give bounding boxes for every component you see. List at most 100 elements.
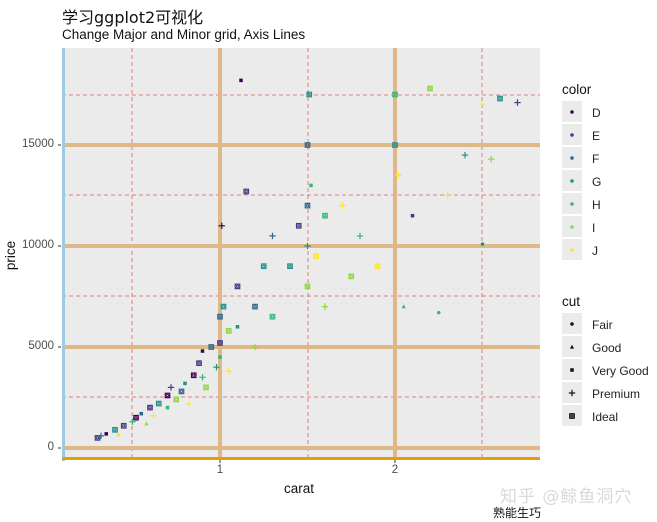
data-point bbox=[252, 303, 258, 310]
data-point bbox=[235, 325, 240, 329]
legend-color-item: J bbox=[562, 239, 601, 262]
legend-cut-title: cut bbox=[562, 294, 581, 309]
watermark: 知乎 @鲸鱼洞穴 bbox=[500, 487, 633, 507]
data-point bbox=[165, 405, 170, 410]
legend-color-label: E bbox=[592, 128, 601, 143]
data-point bbox=[269, 232, 276, 240]
y-axis-label: price bbox=[3, 240, 19, 271]
x-tick-1: 1 bbox=[216, 464, 224, 476]
data-point bbox=[251, 343, 259, 351]
legend-color-item: F bbox=[562, 147, 601, 170]
tick-marks bbox=[58, 144, 396, 463]
legend-color-label: H bbox=[592, 197, 601, 212]
data-point bbox=[225, 368, 232, 375]
minor-grid bbox=[62, 48, 540, 460]
data-point bbox=[480, 102, 485, 107]
data-point bbox=[356, 232, 364, 240]
data-point bbox=[164, 392, 171, 399]
legend-cut-item: Very Good bbox=[562, 359, 649, 382]
data-point bbox=[112, 426, 118, 433]
legend-cut-label: Premium bbox=[592, 386, 641, 401]
circle-icon bbox=[562, 124, 582, 145]
legend-cut-item: Premium bbox=[562, 382, 649, 405]
data-point bbox=[167, 384, 175, 391]
data-point bbox=[461, 151, 469, 159]
square-cross-icon bbox=[562, 405, 582, 426]
chart-title: 学习ggplot2可视化 bbox=[62, 8, 204, 27]
data-point bbox=[208, 344, 215, 350]
data-point bbox=[178, 388, 185, 395]
data-point bbox=[436, 310, 441, 315]
data-point bbox=[295, 222, 302, 229]
legend-cut-item: Fair bbox=[562, 313, 649, 336]
y-tick-5000: 5000 bbox=[28, 340, 54, 352]
watermark-sub: 熟能生巧 bbox=[493, 506, 542, 520]
data-point bbox=[514, 99, 521, 106]
data-point bbox=[196, 360, 202, 367]
data-point bbox=[94, 435, 101, 441]
data-point bbox=[260, 263, 267, 270]
circle-icon bbox=[562, 239, 582, 260]
legend-color-label: D bbox=[592, 105, 601, 120]
data-point bbox=[200, 349, 205, 353]
data-point bbox=[427, 85, 433, 92]
data-point bbox=[304, 242, 311, 250]
data-point bbox=[139, 411, 144, 416]
data-point bbox=[199, 374, 206, 381]
data-point bbox=[120, 422, 127, 429]
legend-color-title: color bbox=[562, 82, 592, 97]
data-point bbox=[269, 313, 276, 320]
data-point bbox=[243, 188, 250, 195]
data-point bbox=[225, 328, 232, 334]
legend-cut-label: Very Good bbox=[592, 363, 649, 378]
y-tick-15000: 15000 bbox=[22, 138, 54, 150]
legend-color-label: G bbox=[592, 174, 602, 189]
data-point bbox=[321, 303, 329, 310]
data-point bbox=[239, 78, 243, 83]
legend-cut-label: Good bbox=[592, 340, 622, 355]
data-point bbox=[488, 155, 495, 163]
data-point bbox=[309, 183, 313, 188]
data-point bbox=[401, 304, 406, 309]
data-point bbox=[395, 172, 402, 179]
major-grid bbox=[62, 48, 540, 460]
data-point bbox=[129, 418, 136, 425]
legend-color-item: D bbox=[562, 101, 601, 124]
data-point bbox=[150, 412, 157, 419]
x-tick-2: 2 bbox=[391, 464, 399, 476]
legend-cut-label: Fair bbox=[592, 317, 613, 332]
data-point bbox=[183, 381, 187, 386]
data-point bbox=[147, 404, 153, 411]
data-point bbox=[217, 340, 223, 346]
circle-icon bbox=[562, 147, 582, 168]
circle-icon bbox=[562, 313, 582, 334]
legend-cut-label: Ideal bbox=[592, 409, 619, 424]
data-point bbox=[104, 432, 109, 436]
triangle-icon bbox=[562, 336, 582, 357]
data-point bbox=[306, 91, 313, 98]
data-point bbox=[374, 263, 381, 270]
data-point bbox=[304, 202, 311, 209]
data-point bbox=[213, 364, 220, 371]
data-point bbox=[218, 355, 222, 359]
data-point bbox=[392, 142, 398, 148]
legend-color-label: I bbox=[592, 220, 596, 235]
y-tick-0: 0 bbox=[47, 441, 54, 453]
y-tick-10000: 10000 bbox=[22, 239, 54, 251]
data-point bbox=[497, 95, 503, 102]
data-point bbox=[480, 242, 485, 246]
data-point bbox=[116, 433, 121, 437]
data-point bbox=[304, 283, 311, 290]
chart-subtitle: Change Major and Minor grid, Axis Lines bbox=[62, 27, 306, 42]
data-point bbox=[348, 273, 355, 280]
data-point bbox=[410, 213, 415, 218]
data-point bbox=[186, 401, 191, 406]
plus-icon bbox=[562, 382, 582, 403]
legend-color-label: J bbox=[592, 243, 598, 258]
legend-color-item: G bbox=[562, 170, 601, 193]
circle-icon bbox=[562, 216, 582, 237]
data-point bbox=[444, 192, 451, 199]
panel-background bbox=[62, 48, 540, 460]
